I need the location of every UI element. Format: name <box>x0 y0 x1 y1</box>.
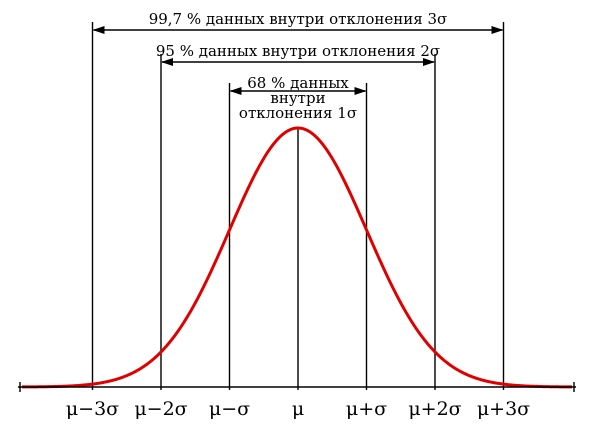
tick-label: μ+σ <box>346 398 387 420</box>
tick-label: μ+3σ <box>477 398 530 420</box>
band-label-1sigma: 68 % данных <box>247 74 349 92</box>
bell-curve <box>21 126 573 389</box>
x-axis <box>18 382 576 392</box>
interval-bands: 99,7 % данных внутри отклонения 3σ 95 % д… <box>92 10 504 122</box>
tick-labels: μ−3σ μ−2σ μ−σ μ μ+σ μ+2σ μ+3σ <box>66 398 530 420</box>
curve-layer <box>21 126 573 389</box>
tick-label: μ−2σ <box>134 398 187 420</box>
band-label-3sigma: 99,7 % данных внутри отклонения 3σ <box>149 10 448 28</box>
band-label-1sigma: внутри <box>270 89 325 107</box>
tick-label: μ−σ <box>209 398 250 420</box>
tick-label: μ+2σ <box>408 398 461 420</box>
sigma-gridlines <box>91 22 505 390</box>
band-label-2sigma: 95 % данных внутри отклонения 2σ <box>156 42 440 60</box>
tick-label: μ−3σ <box>66 398 119 420</box>
tick-label: μ <box>292 398 304 420</box>
band-label-1sigma: отклонения 1σ <box>239 104 357 122</box>
